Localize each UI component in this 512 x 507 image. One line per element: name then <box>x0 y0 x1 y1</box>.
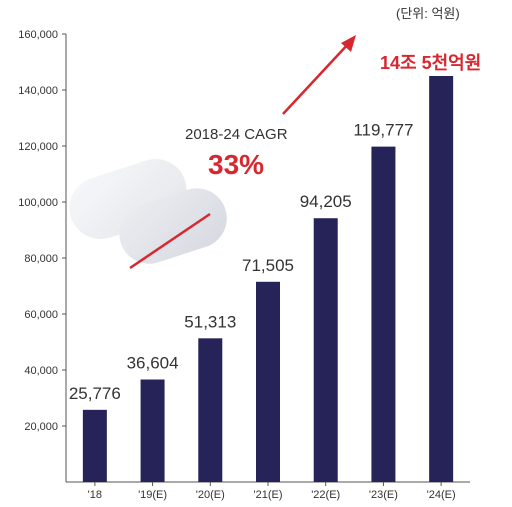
x-tick-label: '19(E) <box>138 489 167 501</box>
x-tick-label: '23(E) <box>369 489 398 501</box>
bar <box>140 379 165 482</box>
y-tick-label: 120,000 <box>18 141 58 153</box>
bar <box>313 218 338 482</box>
y-tick-label: 80,000 <box>24 253 58 265</box>
capsule-illustration <box>69 159 227 264</box>
bar <box>371 146 396 483</box>
data-label: 71,505 <box>242 256 294 275</box>
x-tick-label: '18 <box>88 489 102 501</box>
y-tick-label: 20,000 <box>24 421 58 433</box>
bar <box>429 76 454 482</box>
y-tick-label: 140,000 <box>18 85 58 97</box>
bar <box>256 281 280 482</box>
x-tick-label: '22(E) <box>311 489 340 501</box>
cagr-value: 33% <box>208 149 264 180</box>
data-label: 25,776 <box>69 384 121 403</box>
x-ticks: '18 '19(E) '20(E) '21(E) '22(E) '23(E) '24(E) <box>88 482 456 501</box>
bar <box>82 409 107 482</box>
cagr-arrow-line <box>129 212 211 270</box>
y-tick-label: 40,000 <box>24 365 58 377</box>
data-label: 36,604 <box>127 354 179 373</box>
data-label: 119,777 <box>353 121 413 140</box>
x-tick-label: '21(E) <box>254 489 283 501</box>
final-value-label: 14조 5천억원 <box>380 53 481 73</box>
cagr-label: 2018-24 CAGR <box>185 126 288 143</box>
data-label: 94,205 <box>300 192 352 211</box>
x-tick-label: '24(E) <box>427 489 456 501</box>
bars <box>82 76 454 483</box>
y-tick-label: 60,000 <box>24 309 58 321</box>
data-label: 51,313 <box>184 312 236 331</box>
y-ticks: 20,000 40,000 60,000 80,000 100,000 120,000 14… <box>18 29 66 433</box>
cagr-annotation: 2018-24 CAGR 33% <box>129 35 356 270</box>
x-tick-label: '20(E) <box>196 489 225 501</box>
y-tick-label: 100,000 <box>18 197 58 209</box>
y-tick-label: 160,000 <box>18 29 58 41</box>
unit-note: (단위: 억원) <box>396 6 460 21</box>
bar <box>198 338 223 482</box>
data-labels: 25,776 36,604 51,313 71,505 94,205 119,777 <box>69 121 414 403</box>
cagr-arrow-line <box>282 41 351 115</box>
cagr-arrow-head-icon <box>341 35 356 52</box>
